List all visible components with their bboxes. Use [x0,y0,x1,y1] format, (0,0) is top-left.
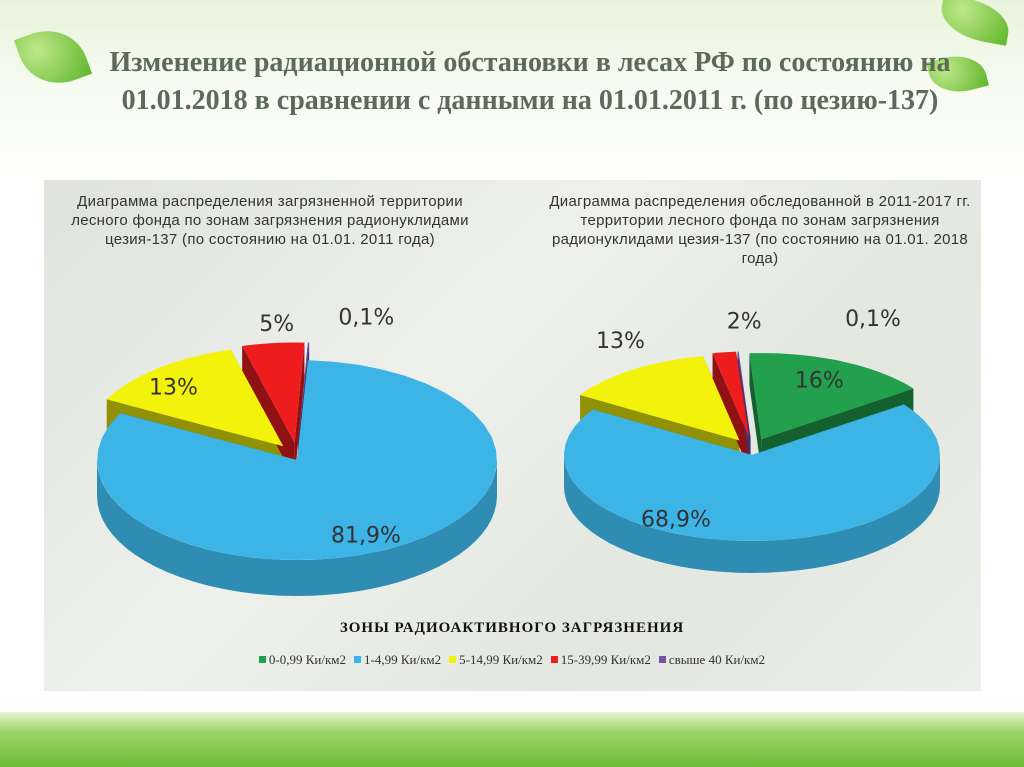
legend-item: 0-0,99 Ки/км2 [258,652,347,668]
pie-slice [106,349,284,447]
legend-title: ЗОНЫ РАДИОАКТИВНОГО ЗАГРЯЗНЕНИЯ [339,620,685,636]
legend-item: 1-4,99 Ки/км2 [354,652,441,668]
legend-item: 5-14,99 Ки/км2 [449,652,543,668]
footer-band [0,712,1024,767]
data-label: 0,1% [845,307,901,332]
pie-chart-2: 13% 2% 0,1% 16% 68,9% [564,307,940,573]
chart-1-title: Диаграмма распределения загрязненной тер… [71,193,469,248]
legend-item: свыше 40 Ки/км2 [658,652,766,668]
legend-swatch [550,656,558,663]
data-label: 5% [259,312,294,337]
legend-label: свыше 40 Ки/км2 [668,652,766,667]
pie-slice [97,360,497,560]
legend-label: 15-39,99 Ки/км2 [560,652,651,667]
legend-label: 0-0,99 Ки/км2 [268,652,347,667]
legend-swatch [354,656,362,663]
legend: 0-0,99 Ки/км2 1-4,99 Ки/км2 5-14,99 Ки/км2… [0,652,1024,668]
legend-item: 15-39,99 Ки/км2 [550,652,651,668]
legend-label: 5-14,99 Ки/км2 [459,652,543,667]
legend-swatch [658,656,666,663]
pie-slice [737,351,751,438]
data-label: 68,9% [641,508,711,533]
page-title: Изменение радиационной обстановки в леса… [109,47,951,116]
pie-slice-side [712,353,750,470]
pie-slice [242,342,305,443]
data-label: 2% [727,309,762,334]
pie-chart-1: 13% 5% 0,1% 81,9% [97,306,497,596]
pie-slice-side [749,353,762,472]
data-label: 13% [596,329,645,354]
pie-slice [298,342,310,443]
data-label: 0,1% [338,306,394,331]
chart-2-title: Диаграмма распределения обследованной в … [549,193,971,267]
data-label: 81,9% [331,523,401,548]
pie-slice-edge [564,455,940,573]
pie-slice [749,353,914,440]
legend-label: 1-4,99 Ки/км2 [364,652,442,667]
pie-slice [564,404,940,541]
legend-swatch [449,656,457,663]
pie-slice-edge [97,460,497,596]
legend-swatch [258,656,266,663]
data-label: 13% [149,375,198,400]
pie-slice-side [294,342,305,479]
pie-slice [712,351,750,438]
pie-slice [580,356,740,441]
data-label: 16% [795,368,844,393]
